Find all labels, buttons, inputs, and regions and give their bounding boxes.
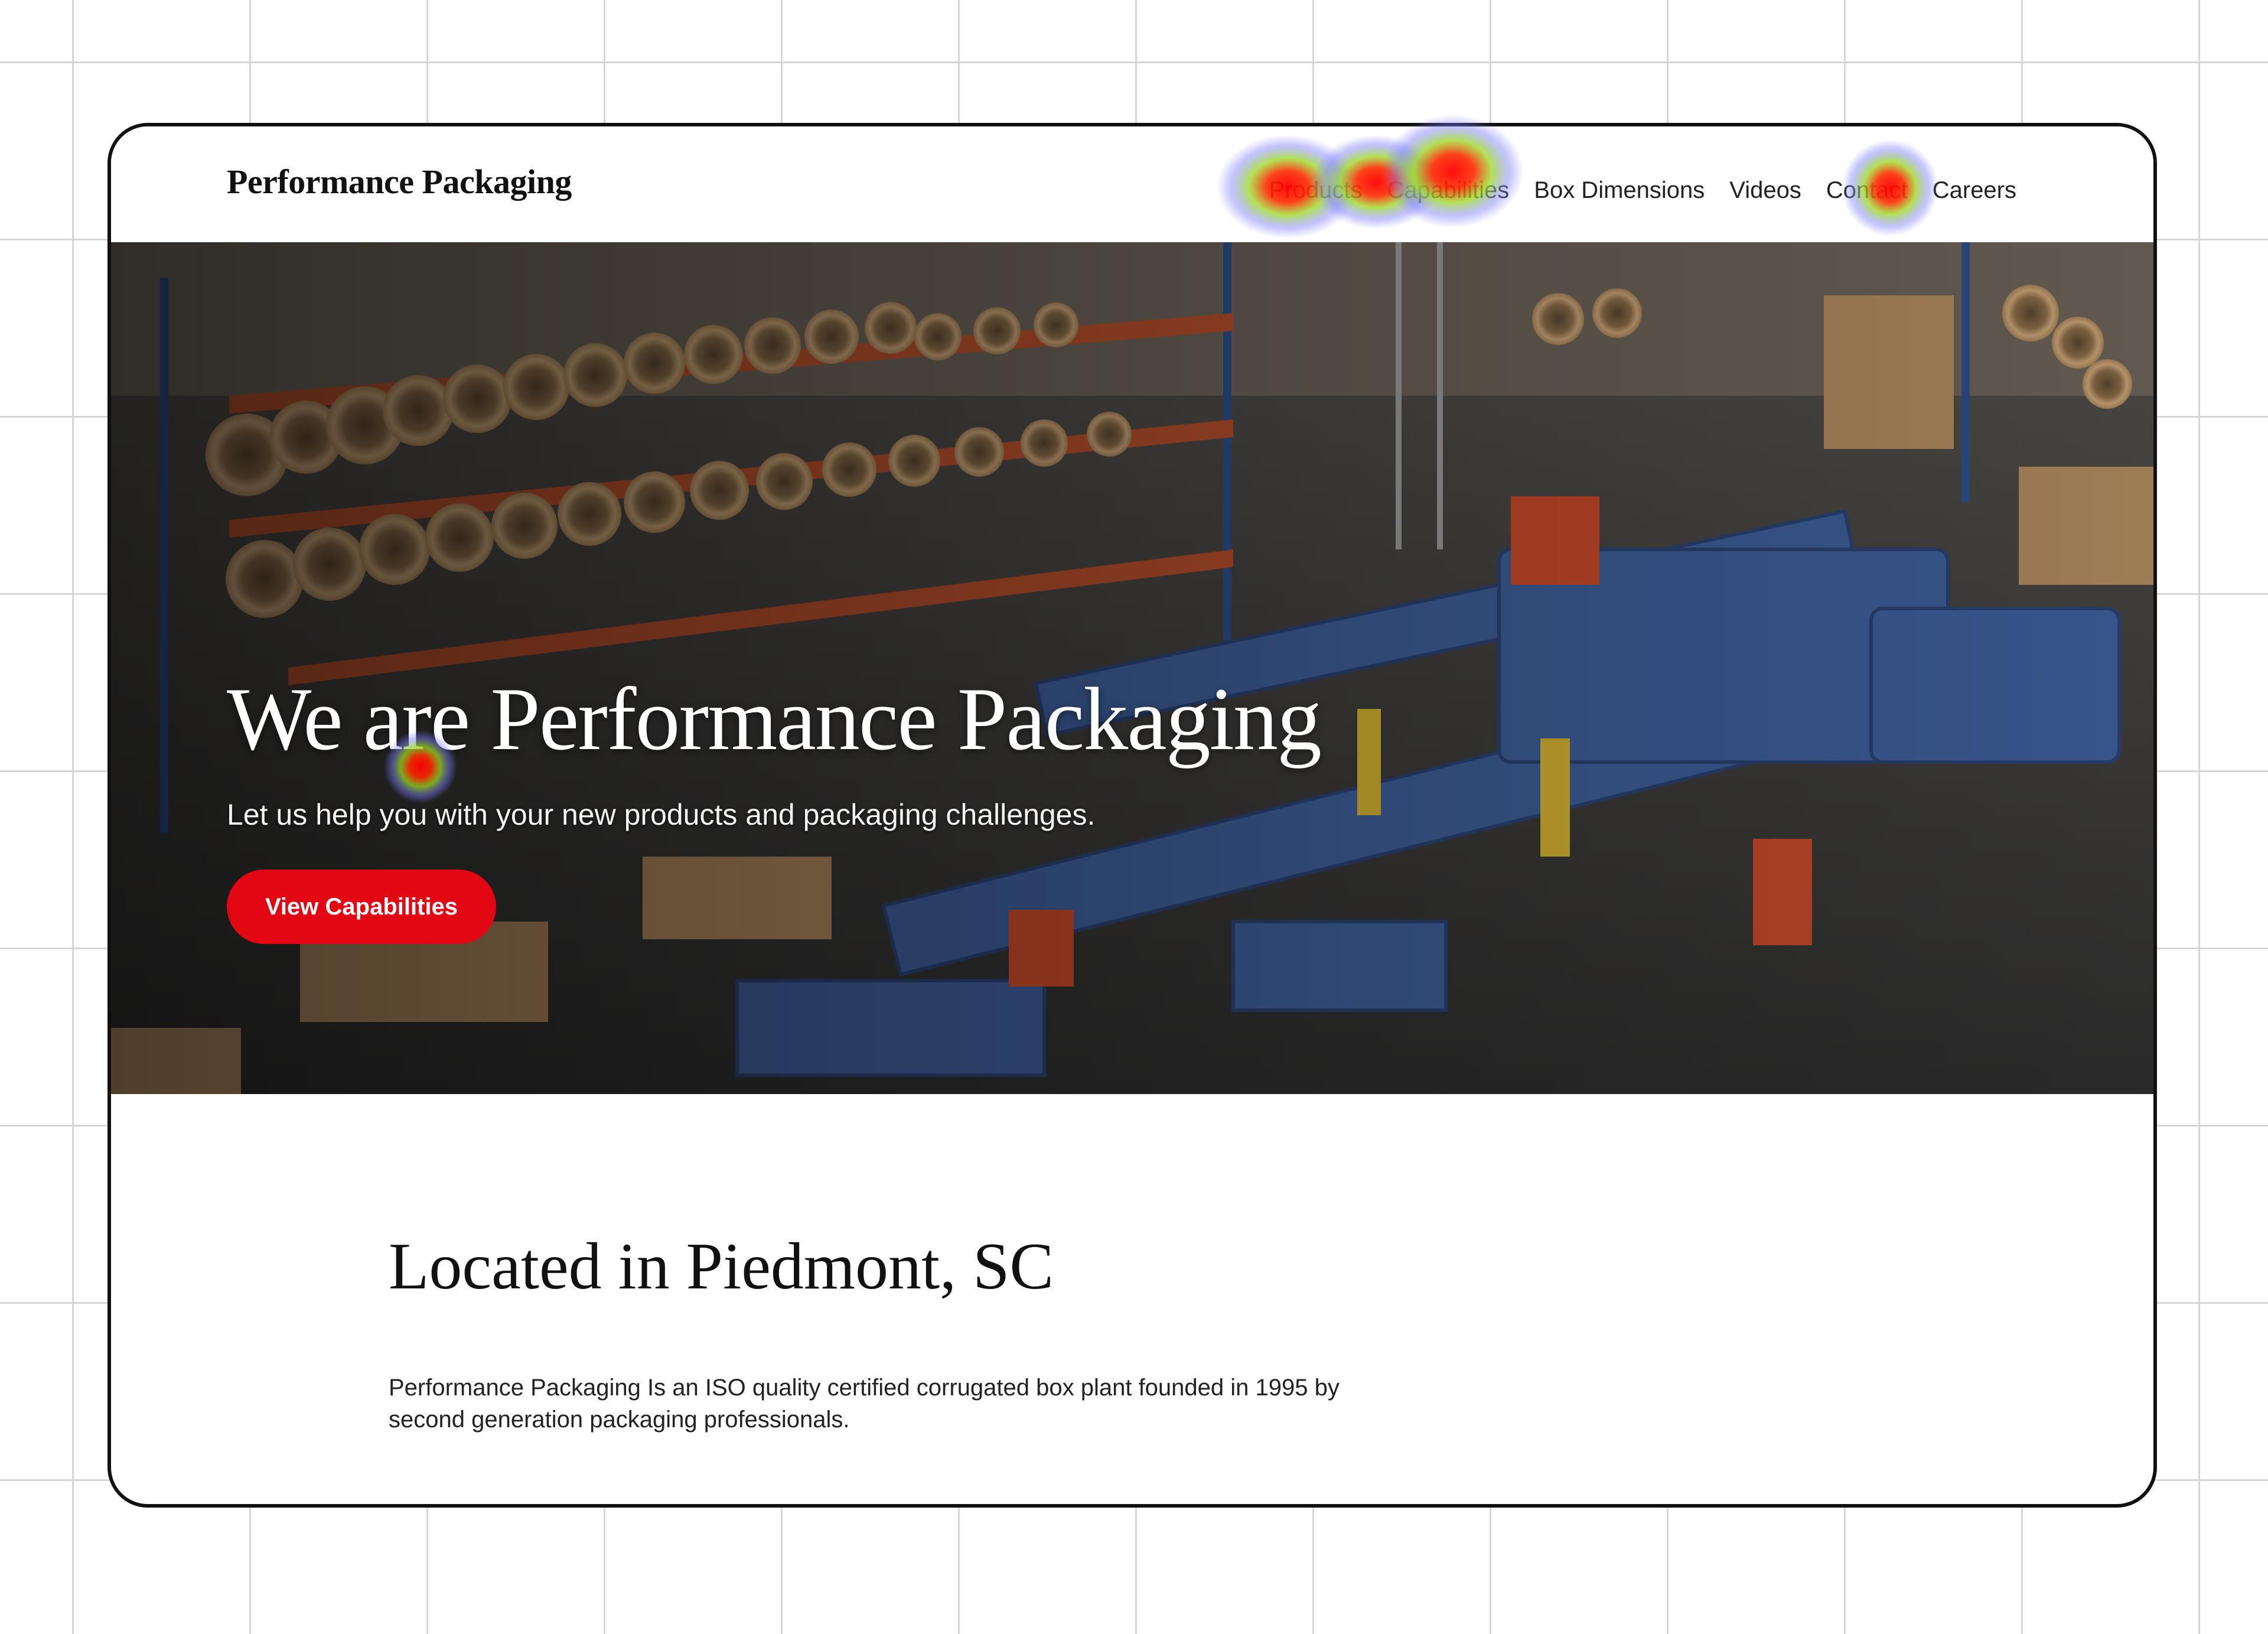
view-capabilities-button[interactable]: View Capabilities	[227, 870, 496, 944]
nav-careers[interactable]: Careers	[1932, 177, 2016, 203]
hero-section: We are Performance Packaging Let us help…	[111, 242, 2153, 1094]
nav-box-dimensions[interactable]: Box Dimensions	[1534, 177, 1705, 203]
hero-title: We are Performance Packaging	[227, 669, 1322, 769]
hero-factory-image	[111, 242, 2153, 1094]
main-nav: Products Capabilities Box Dimensions Vid…	[1269, 177, 2016, 204]
hero-subtitle: Let us help you with your new products a…	[227, 798, 1096, 831]
site-logo[interactable]: Performance Packaging	[227, 162, 572, 201]
nav-capabilities[interactable]: Capabilities	[1387, 177, 1510, 203]
nav-videos[interactable]: Videos	[1729, 177, 1801, 203]
nav-products[interactable]: Products	[1269, 177, 1363, 203]
site-header: Performance Packaging Products Capabilit…	[111, 126, 2153, 242]
about-body: Performance Packaging Is an ISO quality …	[389, 1375, 1340, 1433]
nav-contact[interactable]: Contact	[1826, 177, 1908, 203]
about-title: Located in Piedmont, SC	[389, 1230, 1054, 1303]
browser-frame: Performance Packaging Products Capabilit…	[107, 123, 2157, 1508]
